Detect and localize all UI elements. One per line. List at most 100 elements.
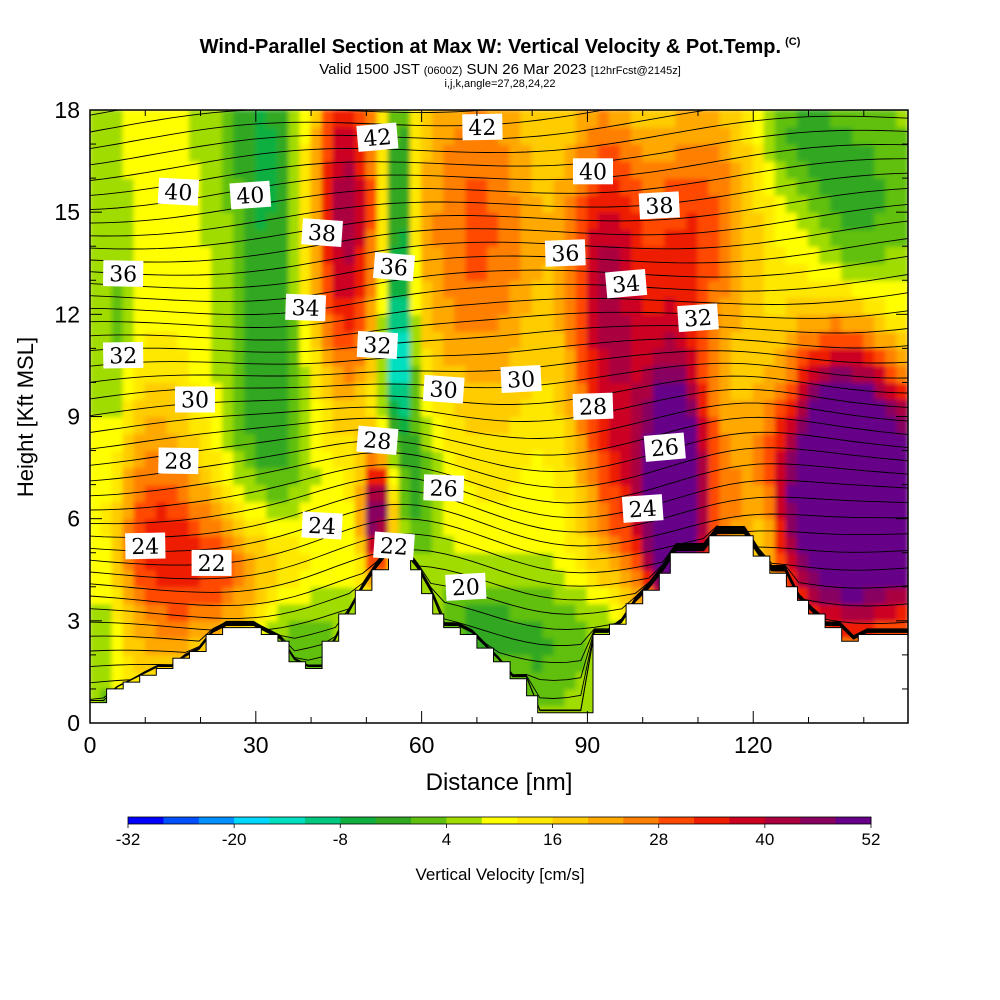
velocity-cell: [310, 415, 323, 435]
velocity-cell: [642, 160, 655, 179]
y-tick-label: 0: [67, 710, 80, 736]
velocity-cell: [454, 194, 467, 213]
velocity-cell: [752, 160, 765, 179]
velocity-cell: [432, 262, 445, 281]
velocity-cell: [730, 160, 743, 179]
velocity-cell: [553, 110, 566, 128]
velocity-cell: [553, 637, 566, 656]
velocity-cell: [133, 484, 146, 503]
velocity-cell: [763, 347, 776, 367]
velocity-cell: [111, 637, 124, 656]
velocity-cell: [719, 194, 732, 213]
velocity-cell: [277, 211, 290, 230]
velocity-cell: [332, 262, 345, 281]
velocity-cell: [487, 552, 500, 571]
velocity-cell: [310, 398, 323, 418]
velocity-cell: [796, 296, 810, 315]
velocity-cell: [774, 449, 788, 469]
velocity-cell: [807, 211, 821, 230]
velocity-cell: [465, 177, 478, 196]
velocity-cell: [785, 535, 799, 554]
velocity-cell: [719, 364, 732, 384]
velocity-cell: [553, 211, 566, 230]
isentrope-line: [90, 416, 908, 466]
velocity-cell: [730, 449, 743, 469]
velocity-cell: [575, 637, 589, 656]
velocity-cell: [90, 194, 102, 213]
isentrope-label: 26: [643, 432, 686, 462]
velocity-cell: [487, 501, 500, 520]
velocity-cell: [222, 347, 235, 367]
velocity-cell: [454, 245, 467, 264]
copyright-mark: (C): [785, 36, 801, 49]
velocity-cell: [321, 484, 334, 503]
velocity-cell: [664, 501, 677, 520]
velocity-cell: [188, 330, 202, 349]
velocity-cell: [774, 364, 788, 384]
velocity-cell: [255, 262, 268, 281]
velocity-cell: [387, 279, 401, 298]
velocity-cell: [332, 143, 345, 162]
velocity-cell: [144, 398, 157, 418]
velocity-cell: [885, 484, 898, 503]
velocity-cell: [222, 296, 235, 315]
velocity-cell: [807, 501, 821, 520]
velocity-cell: [631, 110, 644, 128]
velocity-cell: [365, 313, 379, 332]
velocity-cell: [465, 415, 478, 435]
velocity-cell: [586, 194, 600, 213]
velocity-cell: [310, 432, 323, 452]
velocity-cell: [277, 177, 290, 196]
velocity-cell: [277, 262, 290, 281]
velocity-cell: [597, 484, 611, 503]
velocity-cell: [476, 484, 489, 503]
isentrope-label-text: 30: [507, 367, 536, 393]
velocity-cell: [564, 194, 577, 213]
velocity-cell: [852, 586, 865, 605]
velocity-cell: [807, 364, 821, 384]
velocity-cell: [321, 432, 334, 452]
velocity-cell: [741, 398, 754, 418]
velocity-cell: [841, 603, 854, 622]
velocity-cell: [332, 432, 345, 452]
velocity-cell: [896, 177, 908, 196]
velocity-cell: [454, 313, 467, 332]
velocity-cell: [443, 552, 456, 571]
velocity-cell: [421, 501, 434, 520]
valid-date: SUN 26 Mar 2023: [466, 61, 587, 78]
velocity-cell: [476, 160, 489, 179]
velocity-cell: [188, 620, 202, 639]
velocity-cell: [642, 364, 655, 384]
velocity-cell: [774, 126, 788, 145]
velocity-cell: [443, 177, 456, 196]
velocity-cell: [852, 228, 865, 247]
velocity-cell: [653, 245, 666, 264]
velocity-cell: [487, 466, 500, 486]
isentrope-label: 32: [102, 341, 144, 369]
velocity-cell: [244, 228, 257, 247]
velocity-cell: [509, 126, 522, 145]
velocity-cell: [796, 228, 810, 247]
velocity-cell: [155, 347, 168, 367]
velocity-cell: [542, 398, 555, 418]
isentrope-label: 30: [500, 364, 542, 394]
velocity-cell: [421, 126, 434, 145]
velocity-cell: [741, 160, 754, 179]
velocity-cell: [398, 518, 412, 537]
velocity-cell: [841, 160, 854, 179]
velocity-cell: [885, 586, 898, 605]
velocity-cell: [608, 347, 622, 367]
velocity-cell: [100, 466, 113, 486]
colorbar-swatch: [446, 817, 483, 824]
velocity-cell: [111, 484, 124, 503]
velocity-cell: [376, 364, 390, 384]
velocity-cell: [542, 177, 555, 196]
velocity-cell: [586, 228, 600, 247]
velocity-cell: [100, 228, 113, 247]
velocity-cell: [531, 586, 544, 605]
colorbar-swatch: [517, 817, 553, 824]
velocity-cell: [498, 177, 511, 196]
velocity-cell: [376, 518, 390, 537]
colorbar-swatch: [694, 817, 730, 824]
